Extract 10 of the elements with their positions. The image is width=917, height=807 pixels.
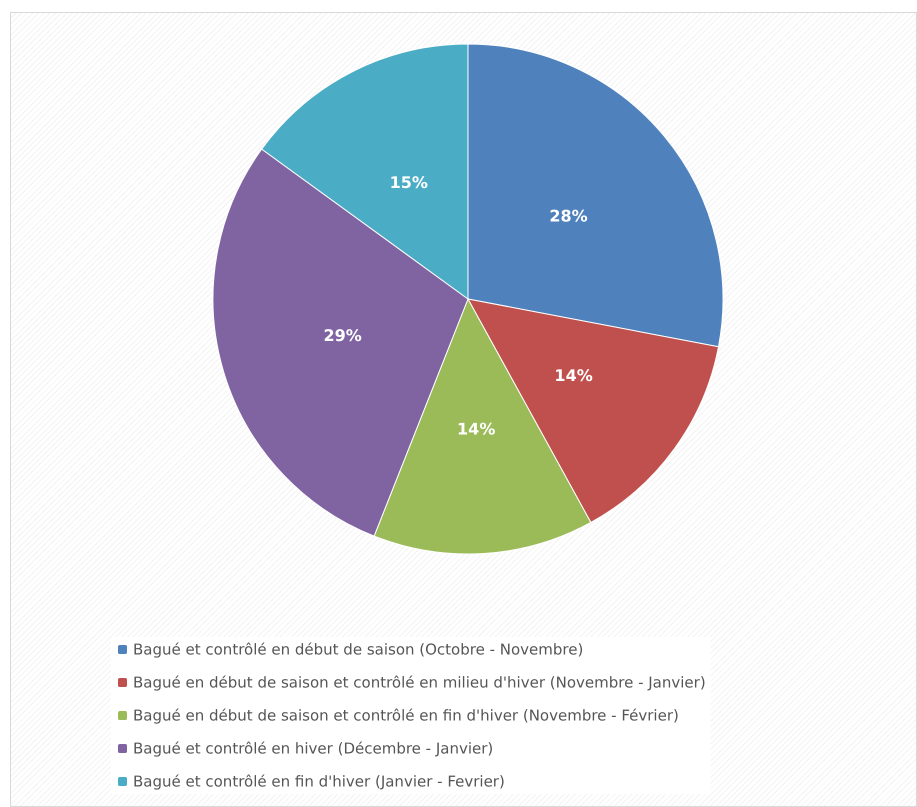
data-label: 14% xyxy=(554,366,593,386)
data-label: 28% xyxy=(549,206,588,226)
legend-label: Bagué en début de saison et contrôlé en fin d'hiver (Novembre - Février) xyxy=(133,706,679,724)
legend-label: Bagué et contrôlé en fin d'hiver (Janvier - Fevrier) xyxy=(133,772,505,790)
data-label: 29% xyxy=(324,326,362,345)
legend-label: Bagué et contrôlé en hiver (Décembre - Janvier) xyxy=(133,740,494,758)
legend-label: Bagué et contrôlé en début de saison (Octobre - Novembre) xyxy=(133,640,584,658)
legend-label: Bagué en début de saison et contrôlé en milieu d'hiver (Novembre - Janvier) xyxy=(133,674,706,692)
data-label: 14% xyxy=(457,420,496,439)
data-label: 15% xyxy=(390,173,428,192)
